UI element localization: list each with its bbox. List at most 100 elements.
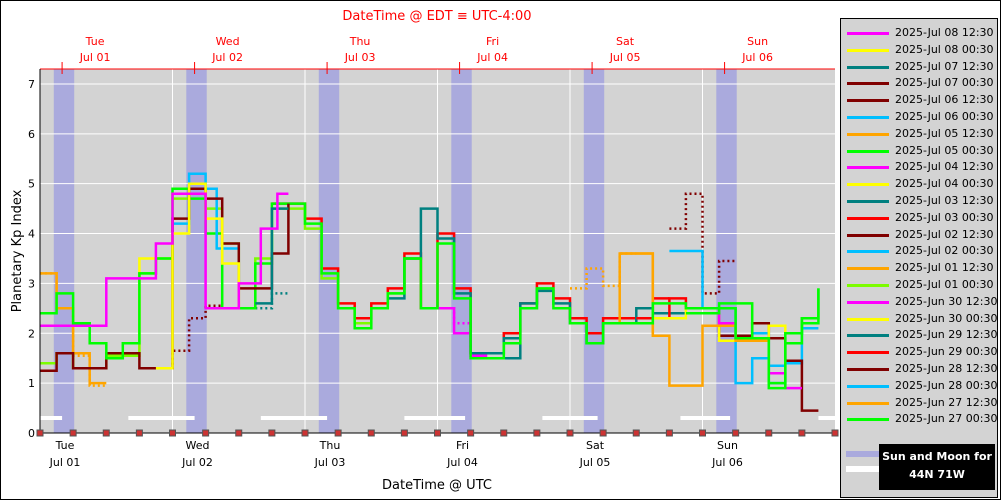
x-axis-marker-48 [301, 429, 309, 437]
legend-swatch [847, 65, 889, 69]
legend-label: 2025-Jul 06 12:30 [895, 93, 994, 107]
series-line-2025-jul-08-00-30 [155, 182, 241, 370]
legend-label: 2025-Jun 29 12:30 [895, 328, 998, 342]
night-band-2 [318, 69, 340, 433]
legend-label: 2025-Jun 27 00:30 [895, 412, 998, 426]
legend-item: 2025-Jul 07 12:30 [847, 59, 997, 75]
x-tick-day-0: Tue [55, 439, 75, 452]
x-tick-day-4: Sat [586, 439, 605, 452]
x-tick-date-5: Jul 06 [711, 456, 743, 469]
top-tick-date-4: Jul 05 [609, 51, 641, 64]
legend-item: 2025-Jun 29 00:30 [847, 344, 997, 360]
sun-moon-moon-swatch [846, 466, 880, 472]
legend-swatch [847, 267, 889, 271]
x-axis-marker-114 [665, 429, 673, 437]
legend-swatch [847, 132, 889, 136]
series-line-2025-jul-07-12-30 [255, 207, 289, 305]
legend-swatch [847, 334, 889, 338]
series-line-2025-jul-08-12-30 [40, 192, 289, 328]
legend-item: 2025-Jul 07 00:30 [847, 75, 997, 91]
x-axis-marker-102 [599, 429, 607, 437]
legend-swatch [847, 284, 889, 287]
legend-swatch [847, 351, 889, 355]
x-axis-marker-18 [135, 429, 143, 437]
legend-item: 2025-Jul 03 12:30 [847, 193, 997, 209]
legend-item: 2025-Jun 27 00:30 [847, 411, 997, 427]
legend-label: 2025-Jul 04 12:30 [895, 160, 994, 174]
series-line-2025-jul-02-12-30 [40, 351, 173, 372]
series-line-2025-jun-30-12-30 [437, 307, 488, 357]
x-tick-day-2: Thu [319, 439, 341, 452]
legend-label: 2025-Jul 03 00:30 [895, 210, 994, 224]
legend-swatch [847, 384, 889, 388]
legend-item: 2025-Jul 05 12:30 [847, 126, 997, 142]
series-line-2025-jul-04-00-30 [652, 307, 787, 343]
x-axis-marker-126 [732, 429, 740, 437]
legend-label: 2025-Jul 01 12:30 [895, 261, 994, 275]
x-axis-marker-54 [334, 429, 342, 437]
x-axis-marker-0 [36, 429, 44, 437]
y-tick-label-6: 6 [28, 128, 35, 141]
legend-swatch [847, 149, 889, 153]
legend-item: 2025-Jul 04 12:30 [847, 159, 997, 175]
legend-swatch [847, 368, 889, 371]
legend-item: 2025-Jul 01 00:30 [847, 277, 997, 293]
legend-label: 2025-Jul 08 00:30 [895, 42, 994, 56]
night-band-0 [53, 69, 75, 433]
x-axis-marker-6 [69, 429, 77, 437]
top-tick-day-2: Thu [349, 35, 371, 48]
sun-moon-night-swatch [846, 451, 880, 457]
top-tick-date-5: Jul 06 [741, 51, 773, 64]
legend-swatch [847, 401, 889, 405]
legend-item: 2025-Jul 02 00:30 [847, 243, 997, 259]
legend-item: 2025-Jun 28 00:30 [847, 378, 997, 394]
legend-item: 2025-Jul 03 00:30 [847, 210, 997, 226]
legend-label: 2025-Jul 03 12:30 [895, 194, 994, 207]
y-axis-label: Planetary Kp Index [10, 189, 25, 312]
top-tick-date-2: Jul 03 [344, 51, 376, 64]
y-tick-label-4: 4 [28, 228, 35, 241]
legend-label: 2025-Jul 07 12:30 [895, 59, 994, 73]
x-axis-marker-12 [102, 429, 110, 437]
legend-item: 2025-Jul 04 00:30 [847, 176, 997, 192]
legend: 2025-Jul 08 12:30 2025-Jul 08 00:30 2025-J… [840, 18, 998, 498]
legend-item: 2025-Jun 27 12:30 [847, 395, 997, 411]
top-tick-date-0: Jul 01 [79, 51, 111, 64]
top-tick-day-4: Sat [616, 35, 635, 48]
legend-label: 2025-Jun 28 00:30 [895, 378, 998, 392]
moon-bar-5 [680, 416, 731, 420]
x-axis-marker-132 [765, 429, 773, 437]
x-axis-marker-24 [169, 429, 176, 437]
x-axis-marker-120 [699, 429, 706, 437]
moon-bar-1 [128, 416, 195, 420]
x-tick-day-5: Sun [717, 439, 738, 452]
legend-label: 2025-Jul 04 00:30 [895, 177, 994, 191]
top-tick-day-5: Sun [747, 35, 768, 48]
legend-label: 2025-Jul 05 00:30 [895, 143, 994, 157]
moon-bar-3 [404, 416, 466, 420]
night-band-4 [583, 69, 605, 433]
moon-bar-2 [260, 416, 328, 420]
legend-swatch [847, 166, 889, 170]
legend-item: 2025-Jun 29 12:30 [847, 327, 997, 343]
legend-item: 2025-Jul 08 12:30 [847, 25, 997, 41]
legend-swatch [847, 300, 889, 304]
legend-swatch [847, 317, 889, 321]
x-tick-date-1: Jul 02 [181, 456, 213, 469]
legend-item: 2025-Jun 30 00:30 [847, 311, 997, 327]
legend-swatch [847, 250, 889, 254]
legend-label: 2025-Jun 30 00:30 [895, 311, 998, 325]
y-tick-label-1: 1 [28, 377, 35, 390]
sun-moon-line1: Sun and Moon for [882, 450, 992, 463]
dotted-series-5 [669, 192, 736, 295]
legend-label: 2025-Jul 01 00:30 [895, 278, 994, 291]
legend-swatch [847, 233, 889, 237]
legend-swatch [847, 116, 889, 119]
legend-item: 2025-Jun 28 12:30 [847, 361, 997, 377]
series-line-2025-jun-27-12-30 [40, 272, 107, 385]
top-tick-day-0: Tue [85, 35, 105, 48]
legend-label: 2025-Jul 02 00:30 [895, 244, 994, 258]
legend-swatch [847, 216, 889, 220]
x-tick-date-2: Jul 03 [314, 456, 346, 469]
